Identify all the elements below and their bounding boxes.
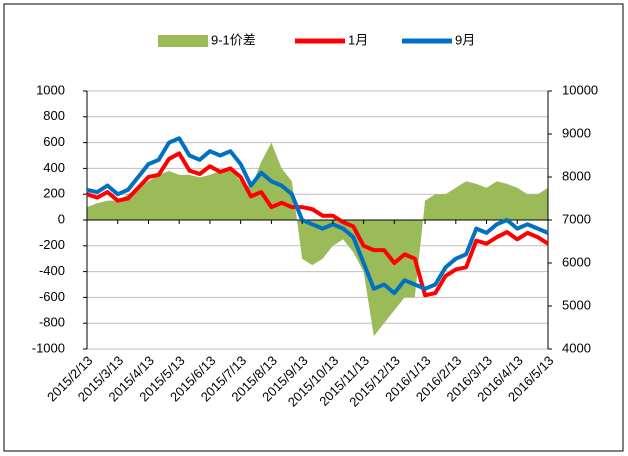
y-tick-label: 400 <box>43 160 65 175</box>
y-tick-label: 200 <box>43 186 65 201</box>
y-tick-label: 800 <box>43 108 65 123</box>
y2-tick-label: 8000 <box>562 168 591 183</box>
y2-tick-label: 6000 <box>562 254 591 269</box>
legend-swatch <box>158 35 208 47</box>
y2-tick-label: 4000 <box>562 340 591 355</box>
y-tick-label: 1000 <box>36 82 65 97</box>
y2-tick-label: 9000 <box>562 125 591 140</box>
line <box>86 151 550 298</box>
y-tick-label: 600 <box>43 134 65 149</box>
y2-tick-label: 5000 <box>562 297 591 312</box>
y-tick-label: 0 <box>58 211 65 226</box>
y-tick-label: -800 <box>39 315 65 330</box>
y2-tick-label: 10000 <box>562 82 598 97</box>
y-tick-label: -600 <box>39 289 65 304</box>
y-tick-label: -1000 <box>32 340 65 355</box>
legend-label: 9月 <box>455 32 475 47</box>
line <box>86 136 549 296</box>
y2-tick-label: 7000 <box>562 211 591 226</box>
legend-label: 9-1价差 <box>211 32 256 47</box>
y-tick-label: -200 <box>39 237 65 252</box>
area <box>87 142 548 337</box>
y-tick-label: -400 <box>39 263 65 278</box>
legend-label: 1月 <box>348 32 368 47</box>
